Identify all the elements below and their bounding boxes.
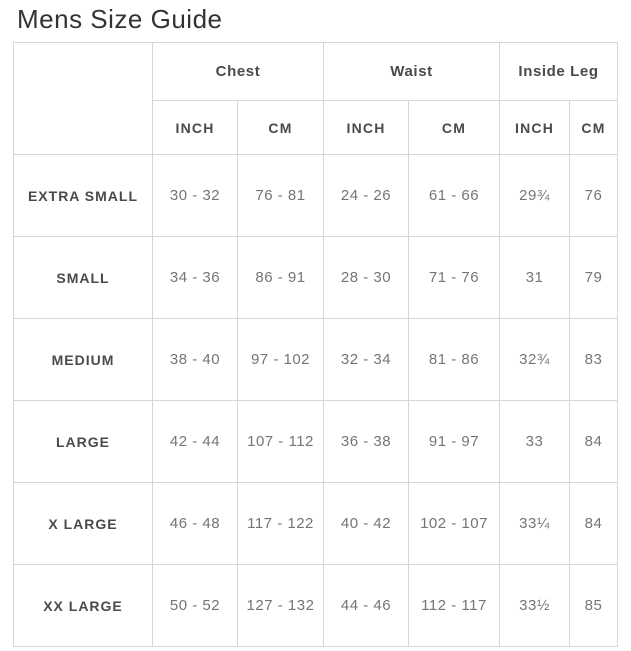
row-small: SMALL 34 - 36 86 - 91 28 - 30 71 - 76 31…	[13, 236, 619, 319]
waist-cm-value: 81 - 86	[407, 318, 501, 401]
waist-inch-value: 32 - 34	[323, 318, 409, 401]
waist-inch-value: 44 - 46	[323, 564, 409, 647]
unit-header-chest-cm: CM	[237, 100, 324, 155]
inside-leg-inch-value: 29¾	[499, 154, 571, 237]
unit-header-inside-leg-cm: CM	[569, 100, 619, 155]
unit-header-waist-cm: CM	[407, 100, 501, 155]
chest-cm-value: 107 - 112	[237, 400, 324, 483]
chest-cm-value: 97 - 102	[237, 318, 324, 401]
size-guide-table: Chest Waist Inside Leg INCH CM INCH CM I…	[13, 42, 619, 647]
inside-leg-cm-value: 84	[569, 400, 619, 483]
inside-leg-inch-value: 32¾	[499, 318, 571, 401]
size-label: SMALL	[13, 236, 153, 319]
inside-leg-cm-value: 79	[569, 236, 619, 319]
chest-cm-value: 117 - 122	[237, 482, 324, 565]
inside-leg-inch-value: 33	[499, 400, 571, 483]
inside-leg-inch-value: 33½	[499, 564, 571, 647]
header-unit-row: INCH CM INCH CM INCH CM	[14, 100, 619, 155]
row-large: LARGE 42 - 44 107 - 112 36 - 38 91 - 97 …	[13, 400, 619, 483]
waist-inch-value: 24 - 26	[323, 154, 409, 237]
header-group-row: Chest Waist Inside Leg	[13, 42, 619, 155]
chest-cm-value: 127 - 132	[237, 564, 324, 647]
size-label: X LARGE	[13, 482, 153, 565]
waist-cm-value: 112 - 117	[407, 564, 501, 647]
page-title: Mens Size Guide	[17, 4, 223, 34]
unit-header-chest-inch: INCH	[152, 100, 238, 155]
row-x-large: X LARGE 46 - 48 117 - 122 40 - 42 102 - …	[13, 482, 619, 565]
chest-cm-value: 76 - 81	[237, 154, 324, 237]
waist-inch-value: 40 - 42	[323, 482, 409, 565]
waist-inch-value: 36 - 38	[323, 400, 409, 483]
inside-leg-cm-value: 85	[569, 564, 619, 647]
size-label: LARGE	[13, 400, 153, 483]
unit-header-inside-leg-inch: INCH	[499, 100, 571, 155]
row-xx-large: XX LARGE 50 - 52 127 - 132 44 - 46 112 -…	[13, 564, 619, 647]
inside-leg-inch-value: 33¼	[499, 482, 571, 565]
unit-header-waist-inch: INCH	[323, 100, 409, 155]
chest-inch-value: 30 - 32	[152, 154, 238, 237]
chest-inch-value: 34 - 36	[152, 236, 238, 319]
chest-inch-value: 46 - 48	[152, 482, 238, 565]
waist-cm-value: 102 - 107	[407, 482, 501, 565]
row-extra-small: EXTRA SMALL 30 - 32 76 - 81 24 - 26 61 -…	[13, 154, 619, 237]
column-group-waist: Waist	[322, 42, 501, 101]
inside-leg-cm-value: 84	[569, 482, 619, 565]
chest-cm-value: 86 - 91	[237, 236, 324, 319]
corner-cell	[13, 42, 153, 155]
column-group-chest: Chest	[152, 42, 324, 101]
row-medium: MEDIUM 38 - 40 97 - 102 32 - 34 81 - 86 …	[13, 318, 619, 401]
size-label: XX LARGE	[13, 564, 153, 647]
size-label: MEDIUM	[13, 318, 153, 401]
chest-inch-value: 50 - 52	[152, 564, 238, 647]
waist-cm-value: 61 - 66	[407, 154, 501, 237]
column-group-inside-leg: Inside Leg	[499, 42, 619, 101]
size-label: EXTRA SMALL	[13, 154, 153, 237]
inside-leg-inch-value: 31	[499, 236, 571, 319]
waist-cm-value: 91 - 97	[407, 400, 501, 483]
waist-cm-value: 71 - 76	[407, 236, 501, 319]
inside-leg-cm-value: 76	[569, 154, 619, 237]
waist-inch-value: 28 - 30	[323, 236, 409, 319]
chest-inch-value: 38 - 40	[152, 318, 238, 401]
inside-leg-cm-value: 83	[569, 318, 619, 401]
chest-inch-value: 42 - 44	[152, 400, 238, 483]
